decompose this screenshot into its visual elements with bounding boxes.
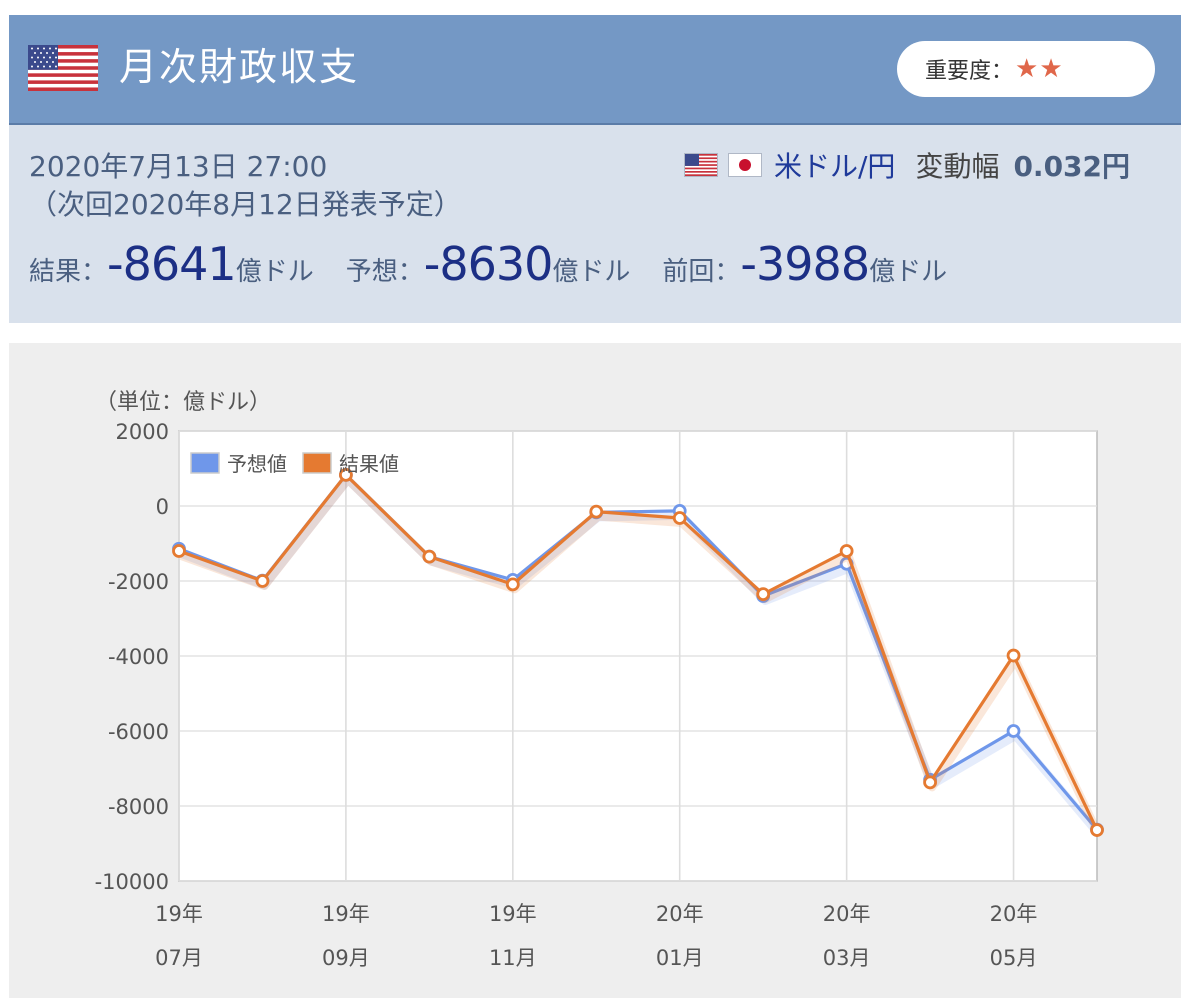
data-point-forecast[interactable] bbox=[1006, 724, 1021, 738]
previous-unit: 億ドル bbox=[869, 257, 948, 287]
y-tick-label: -8000 bbox=[108, 795, 169, 819]
result-label: 結果： bbox=[29, 257, 108, 287]
data-point-result[interactable] bbox=[672, 511, 687, 525]
x-tick-label-year: 20年 bbox=[656, 902, 704, 926]
currency-pair-link[interactable]: 米ドル/円 bbox=[774, 150, 896, 183]
result-value: -8641 bbox=[107, 237, 237, 291]
result-unit: 億ドル bbox=[235, 257, 314, 287]
series-line-result bbox=[178, 473, 1099, 831]
data-point-result[interactable] bbox=[923, 775, 937, 790]
x-tick-label-month: 07月 bbox=[155, 946, 203, 970]
importance-label: 重要度： bbox=[925, 59, 1014, 84]
release-datetime: 2020年7月13日 27:00 bbox=[29, 150, 328, 183]
forecast-value: -8630 bbox=[423, 237, 554, 291]
legend-swatch-result bbox=[302, 452, 332, 474]
legend-label-result: 結果値 bbox=[339, 452, 399, 476]
currency-pair-area: 米ドル/円 変動幅 0.032円 bbox=[684, 145, 1130, 185]
line-chart: （単位：億ドル） 2000 0 -2000 -4000 -6000 -8000 -10000… bbox=[95, 390, 1104, 970]
data-point-result[interactable] bbox=[255, 574, 270, 588]
us-flag-icon bbox=[28, 45, 98, 91]
x-tick-label-month: 01月 bbox=[656, 946, 704, 970]
indicator-values: 結果： -8641 億ドル 予想： -8630 億ドル 前回： -3988 億ド… bbox=[29, 237, 979, 291]
data-point-result[interactable] bbox=[1006, 648, 1021, 663]
range-label: 変動幅 bbox=[915, 150, 1000, 183]
x-tick-label-month: 05月 bbox=[990, 946, 1038, 970]
x-tick-label-year: 19年 bbox=[322, 902, 370, 926]
x-tick-label-year: 20年 bbox=[990, 902, 1038, 926]
chart-legend: 予想値 結果値 bbox=[190, 452, 399, 476]
series-layer bbox=[172, 467, 1104, 838]
japan-flag-icon bbox=[728, 153, 762, 177]
data-point-result[interactable] bbox=[839, 544, 854, 558]
y-tick-label: -2000 bbox=[108, 570, 169, 594]
data-point-result[interactable] bbox=[505, 577, 520, 592]
y-tick-label: -4000 bbox=[108, 645, 169, 669]
x-tick-label-year: 19年 bbox=[155, 902, 203, 926]
page-title: 月次財政収支 bbox=[119, 45, 360, 89]
next-release-date: （次回2020年8月12日発表予定） bbox=[29, 188, 462, 221]
forecast-unit: 億ドル bbox=[552, 257, 631, 287]
series-line-shadow bbox=[179, 475, 1103, 838]
data-point-result[interactable] bbox=[756, 587, 771, 602]
data-point-result[interactable] bbox=[172, 544, 186, 558]
x-tick-label-year: 19年 bbox=[489, 902, 537, 926]
y-axis-ticks: 2000 0 -2000 -4000 -6000 -8000 -10000 bbox=[95, 420, 169, 894]
y-tick-label: -6000 bbox=[108, 720, 169, 744]
chart-unit-label: （単位：億ドル） bbox=[95, 390, 271, 415]
data-point-result[interactable] bbox=[589, 504, 604, 519]
y-tick-label: 2000 bbox=[116, 420, 169, 444]
legend-label-forecast: 予想値 bbox=[227, 452, 287, 476]
importance-stars: ★★ bbox=[1015, 54, 1064, 84]
x-tick-label-year: 20年 bbox=[823, 902, 871, 926]
x-tick-label-month: 11月 bbox=[489, 946, 537, 970]
header-bar: 月次財政収支 重要度： ★★ bbox=[9, 15, 1181, 125]
series-line-shadow bbox=[179, 475, 1103, 837]
x-tick-label-month: 09月 bbox=[322, 946, 370, 970]
data-point-result[interactable] bbox=[422, 549, 437, 564]
legend-swatch-forecast bbox=[190, 452, 220, 474]
previous-value: -3988 bbox=[740, 237, 870, 291]
indicator-info-panel: 2020年7月13日 27:00 （次回2020年8月12日発表予定） 米ドル/… bbox=[9, 125, 1181, 323]
x-tick-label-month: 03月 bbox=[823, 946, 871, 970]
y-tick-label: 0 bbox=[156, 495, 169, 519]
chart-panel: （単位：億ドル） 2000 0 -2000 -4000 -6000 -8000 -10000… bbox=[9, 343, 1181, 998]
importance-badge: 重要度： ★★ bbox=[897, 41, 1155, 97]
data-point-result[interactable] bbox=[339, 467, 353, 482]
forecast-label: 予想： bbox=[345, 257, 424, 287]
y-tick-label: -10000 bbox=[95, 870, 169, 894]
range-value: 0.032円 bbox=[1013, 150, 1131, 183]
x-axis-ticks: 19年 07月 19年 09月 19年 11月 20年 01月 20年 03月 20年 05月 bbox=[155, 902, 1037, 970]
data-point-result[interactable] bbox=[1090, 823, 1104, 837]
previous-label: 前回： bbox=[662, 257, 741, 287]
us-flag-icon bbox=[684, 153, 718, 177]
